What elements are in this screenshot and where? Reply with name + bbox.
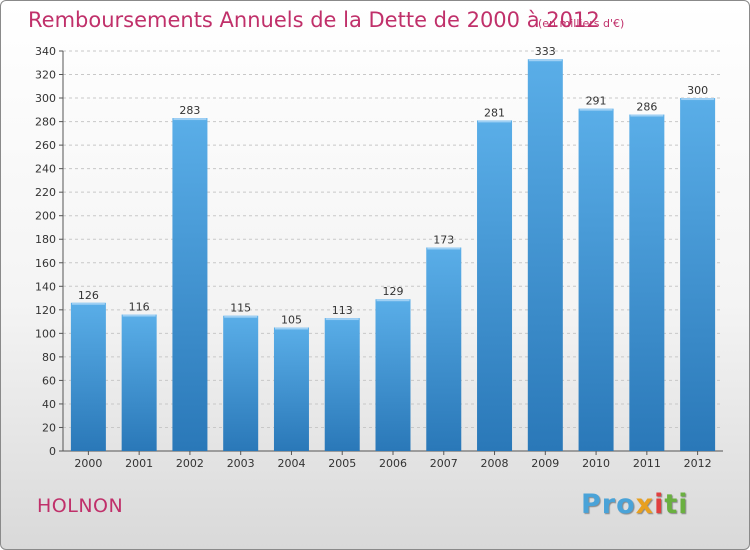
bar-value-label: 126: [78, 289, 99, 302]
bar: [527, 59, 563, 452]
x-tick-label: 2001: [125, 457, 153, 470]
x-tick-label: 2004: [277, 457, 305, 470]
bar: [70, 302, 106, 451]
bar-highlight: [274, 327, 308, 330]
bar-value-label: 291: [586, 95, 607, 108]
bar-highlight: [71, 302, 105, 305]
x-tick-label: 2010: [582, 457, 610, 470]
bar-highlight: [122, 314, 156, 317]
chart-unit-note: (en milliers d'€): [538, 17, 625, 30]
bar-value-label: 173: [433, 233, 454, 246]
bar-value-label: 300: [687, 84, 708, 97]
y-tick-label: 120: [35, 304, 56, 317]
bar-value-label: 113: [332, 304, 353, 317]
x-tick-label: 2000: [74, 457, 102, 470]
brand-part-4: ti: [664, 489, 689, 520]
brand-part-1: Pro: [581, 489, 636, 520]
x-tick-label: 2011: [633, 457, 661, 470]
x-tick-label: 2012: [684, 457, 712, 470]
bar: [680, 98, 716, 451]
bar: [426, 247, 462, 451]
bar-highlight: [478, 120, 512, 123]
x-tick-label: 2007: [430, 457, 458, 470]
x-tick-label: 2003: [227, 457, 255, 470]
y-tick-label: 100: [35, 327, 56, 340]
y-tick-label: 280: [35, 116, 56, 129]
bar-value-label: 115: [230, 302, 251, 315]
x-tick-label: 2005: [328, 457, 356, 470]
y-tick-label: 300: [35, 92, 56, 105]
brand-part-3: i: [654, 489, 665, 520]
bar: [324, 318, 360, 451]
bar-highlight: [427, 247, 461, 250]
bar: [375, 299, 411, 451]
brand-part-2: x: [635, 489, 655, 520]
bar-value-label: 105: [281, 313, 302, 326]
y-tick-label: 180: [35, 233, 56, 246]
bar-highlight: [376, 299, 410, 302]
bar-value-label: 116: [129, 301, 150, 314]
y-tick-label: 220: [35, 186, 56, 199]
brand-logo: Proxiti: [581, 489, 689, 520]
y-tick-label: 200: [35, 210, 56, 223]
y-tick-label: 60: [42, 374, 56, 387]
bar-highlight: [325, 318, 359, 321]
bar: [578, 108, 614, 451]
bar: [273, 327, 309, 451]
y-tick-label: 260: [35, 139, 56, 152]
y-tick-label: 160: [35, 257, 56, 270]
y-tick-label: 20: [42, 421, 56, 434]
bar-value-label: 283: [179, 104, 200, 117]
y-tick-label: 240: [35, 163, 56, 176]
bar-highlight: [579, 108, 613, 111]
bar: [629, 114, 665, 451]
y-tick-label: 320: [35, 69, 56, 82]
labels: 0 20 40 60 80 100 120 140 160 180 200 220 240 260 280 3…: [35, 45, 712, 470]
bar-value-label: 281: [484, 106, 505, 119]
bar-highlight: [681, 98, 715, 101]
y-tick-label: 340: [35, 45, 56, 58]
bar-value-label: 129: [383, 285, 404, 298]
y-tick-label: 80: [42, 351, 56, 364]
x-tick-label: 2008: [481, 457, 509, 470]
bar: [121, 314, 157, 451]
bar: [477, 120, 513, 451]
bar-highlight: [173, 118, 207, 121]
bar: [172, 118, 208, 451]
chart-title: Remboursements Annuels de la Dette de 20…: [28, 8, 600, 32]
bar: [223, 315, 259, 451]
bar-value-label: 333: [535, 45, 556, 58]
bar-value-label: 286: [636, 101, 657, 114]
commune-name: HOLNON: [37, 495, 124, 517]
bar-highlight: [630, 114, 664, 117]
bar-highlight: [528, 59, 562, 62]
x-tick-label: 2006: [379, 457, 407, 470]
x-tick-label: 2009: [531, 457, 559, 470]
bar-highlight: [224, 315, 258, 318]
y-tick-label: 0: [49, 445, 56, 458]
y-tick-label: 40: [42, 398, 56, 411]
y-tick-label: 140: [35, 280, 56, 293]
bars: [70, 59, 716, 452]
x-tick-label: 2002: [176, 457, 204, 470]
